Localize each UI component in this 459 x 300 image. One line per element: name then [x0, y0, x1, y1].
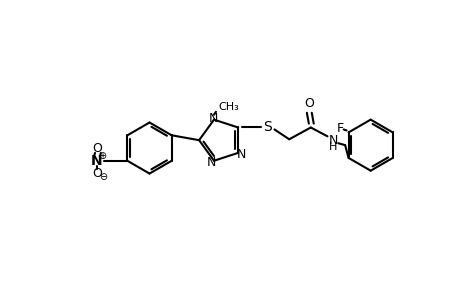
Text: O: O [92, 167, 102, 180]
Text: N: N [206, 156, 215, 169]
Text: CH₃: CH₃ [218, 102, 238, 112]
Text: N: N [328, 134, 337, 147]
Text: S: S [263, 121, 271, 134]
Text: N: N [208, 112, 217, 125]
Text: H: H [329, 142, 337, 152]
Text: ⊕: ⊕ [98, 151, 106, 161]
Text: O: O [303, 98, 313, 110]
Text: ⊖: ⊖ [99, 172, 106, 182]
Text: F: F [336, 122, 343, 135]
Text: N: N [91, 154, 102, 168]
Text: O: O [92, 142, 102, 154]
Text: N: N [236, 148, 245, 161]
